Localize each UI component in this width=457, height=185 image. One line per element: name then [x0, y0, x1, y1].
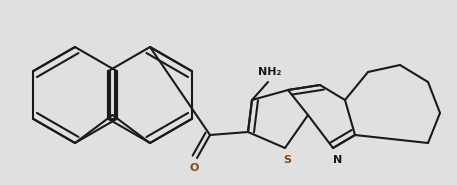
Text: N: N — [333, 155, 343, 165]
Text: NH₂: NH₂ — [258, 67, 282, 77]
Text: S: S — [283, 155, 291, 165]
Text: O: O — [189, 163, 199, 173]
